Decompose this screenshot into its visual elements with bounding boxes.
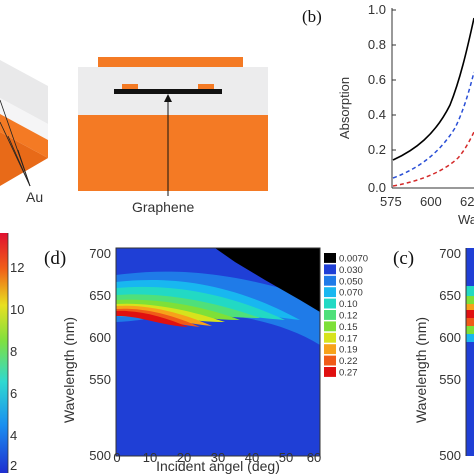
d-x-tick-20: 20 — [177, 450, 191, 465]
legend-swatch — [324, 344, 336, 355]
panel-c-colorbar: 12 10 8 6 4 2 — [0, 233, 24, 473]
panel-b-x-title: Wa — [458, 212, 474, 227]
panel-d-y-title: Wavelength (nm) — [61, 317, 77, 423]
d-x-tick-40: 40 — [245, 450, 259, 465]
graphene-sheet — [114, 89, 222, 94]
electrode-left — [122, 84, 138, 90]
panel-d-x-ticks: 0 10 20 30 40 50 60 — [113, 450, 321, 465]
legend-label: 0.27 — [339, 368, 358, 379]
d-x-tick-0: 0 — [113, 450, 120, 465]
d-y-tick-650: 650 — [89, 288, 111, 303]
e-y-tick-700: 700 — [439, 246, 461, 261]
panel-b-y-ticks: 1.0 0.8 0.6 0.4 0.2 0.0 — [368, 2, 386, 195]
graphene-label: Graphene — [132, 199, 194, 215]
legend-label: 0.17 — [339, 333, 358, 344]
cbar-tick-8: 8 — [10, 344, 17, 359]
panel-d-y-ticks: 700 650 600 550 500 — [89, 246, 111, 463]
legend-swatch — [324, 298, 336, 309]
legend-swatch — [324, 332, 336, 343]
x-tick-575: 575 — [380, 194, 402, 209]
electrode-right — [198, 84, 214, 90]
curve-red-dashed — [392, 131, 474, 187]
top-gold-strip — [98, 57, 243, 67]
y-tick-0.4: 0.4 — [368, 107, 386, 122]
legend-label: 0.22 — [339, 356, 358, 367]
substrate-top-face — [0, 60, 48, 124]
legend-swatch — [324, 321, 336, 332]
e-strip-bg — [466, 248, 474, 456]
cbar-tick-6: 6 — [10, 386, 17, 401]
curve-solid — [392, 17, 474, 161]
y-tick-0.6: 0.6 — [368, 72, 386, 87]
legend-label: 0.10 — [339, 299, 358, 310]
d-x-tick-60: 60 — [307, 450, 321, 465]
d-y-tick-700: 700 — [89, 246, 111, 261]
d-y-tick-550: 550 — [89, 372, 111, 387]
y-tick-0.0: 0.0 — [368, 180, 386, 195]
legend-label: 0.19 — [339, 345, 358, 356]
d-x-tick-50: 50 — [279, 450, 293, 465]
y-tick-1.0: 1.0 — [368, 2, 386, 17]
legend-swatch — [324, 355, 336, 366]
panel-d-x-title-text: Incident angel (deg) — [156, 458, 280, 474]
panel-d-plot: (d) Wavelength (nm) 700 650 600 550 500 … — [44, 246, 368, 465]
legend-label: 0.12 — [339, 311, 358, 322]
legend-label: 0.15 — [339, 322, 358, 333]
legend-swatch — [324, 367, 336, 377]
panel-b-y-title: Absorption — [337, 77, 352, 139]
colorbar-gradient — [0, 233, 8, 473]
panel-d-contour-area — [116, 248, 320, 456]
curve-blue-dashed — [392, 71, 474, 179]
panel-b-label: (b) — [302, 7, 322, 26]
cbar-tick-12: 12 — [10, 260, 24, 275]
panel-d-x-title-box: Incident angel (deg) — [116, 458, 320, 474]
legend-swatch — [324, 253, 336, 263]
orange-layer-face — [0, 114, 48, 158]
au-label: Au — [26, 189, 43, 205]
cbar-tick-4: 4 — [10, 428, 17, 443]
contour-black-region — [215, 248, 320, 312]
legend-swatch — [324, 310, 336, 320]
cbar-tick-10: 10 — [10, 302, 24, 317]
panel-e-y-title: Wavelength (nm) — [413, 317, 429, 423]
x-tick-600: 600 — [420, 194, 442, 209]
orange-substrate — [78, 115, 268, 191]
d-x-tick-30: 30 — [211, 450, 225, 465]
panel-e-plot: (c) Wavelength (nm) 700 650 600 550 500 — [393, 246, 474, 463]
legend-swatch — [324, 264, 336, 275]
e-y-tick-500: 500 — [439, 448, 461, 463]
panel-a-cross-section: Graphene — [78, 57, 268, 215]
e-y-tick-600: 600 — [439, 330, 461, 345]
x-tick-62: 62 — [460, 194, 474, 209]
legend-swatch — [324, 275, 336, 286]
y-tick-0.8: 0.8 — [368, 37, 386, 52]
cbar-tick-2: 2 — [10, 458, 17, 473]
e-y-tick-650: 650 — [439, 288, 461, 303]
legend-label: 0.030 — [339, 265, 363, 276]
legend-label: 0.0070 — [339, 254, 368, 265]
d-y-tick-600: 600 — [89, 330, 111, 345]
panel-a-schematic: Au — [0, 60, 48, 205]
legend-label: 0.070 — [339, 288, 363, 299]
contour-l10 — [116, 310, 188, 327]
legend-label: 0.050 — [339, 276, 363, 287]
panel-d-label: (d) — [44, 248, 66, 269]
e-y-tick-550: 550 — [439, 372, 461, 387]
legend-swatch — [324, 287, 336, 298]
panel-b-x-ticks: 575 600 62 — [380, 194, 474, 209]
y-tick-0.2: 0.2 — [368, 142, 386, 157]
panel-d-legend: 0.00700.0300.0500.0700.100.120.150.170.1… — [324, 253, 368, 379]
panel-e-label: (c) — [393, 248, 414, 269]
panel-b-plot: (b) Absorption 1.0 0.8 0.6 0.4 0.2 0.0 5… — [302, 2, 474, 227]
d-y-tick-500: 500 — [89, 448, 111, 463]
d-x-tick-10: 10 — [143, 450, 157, 465]
